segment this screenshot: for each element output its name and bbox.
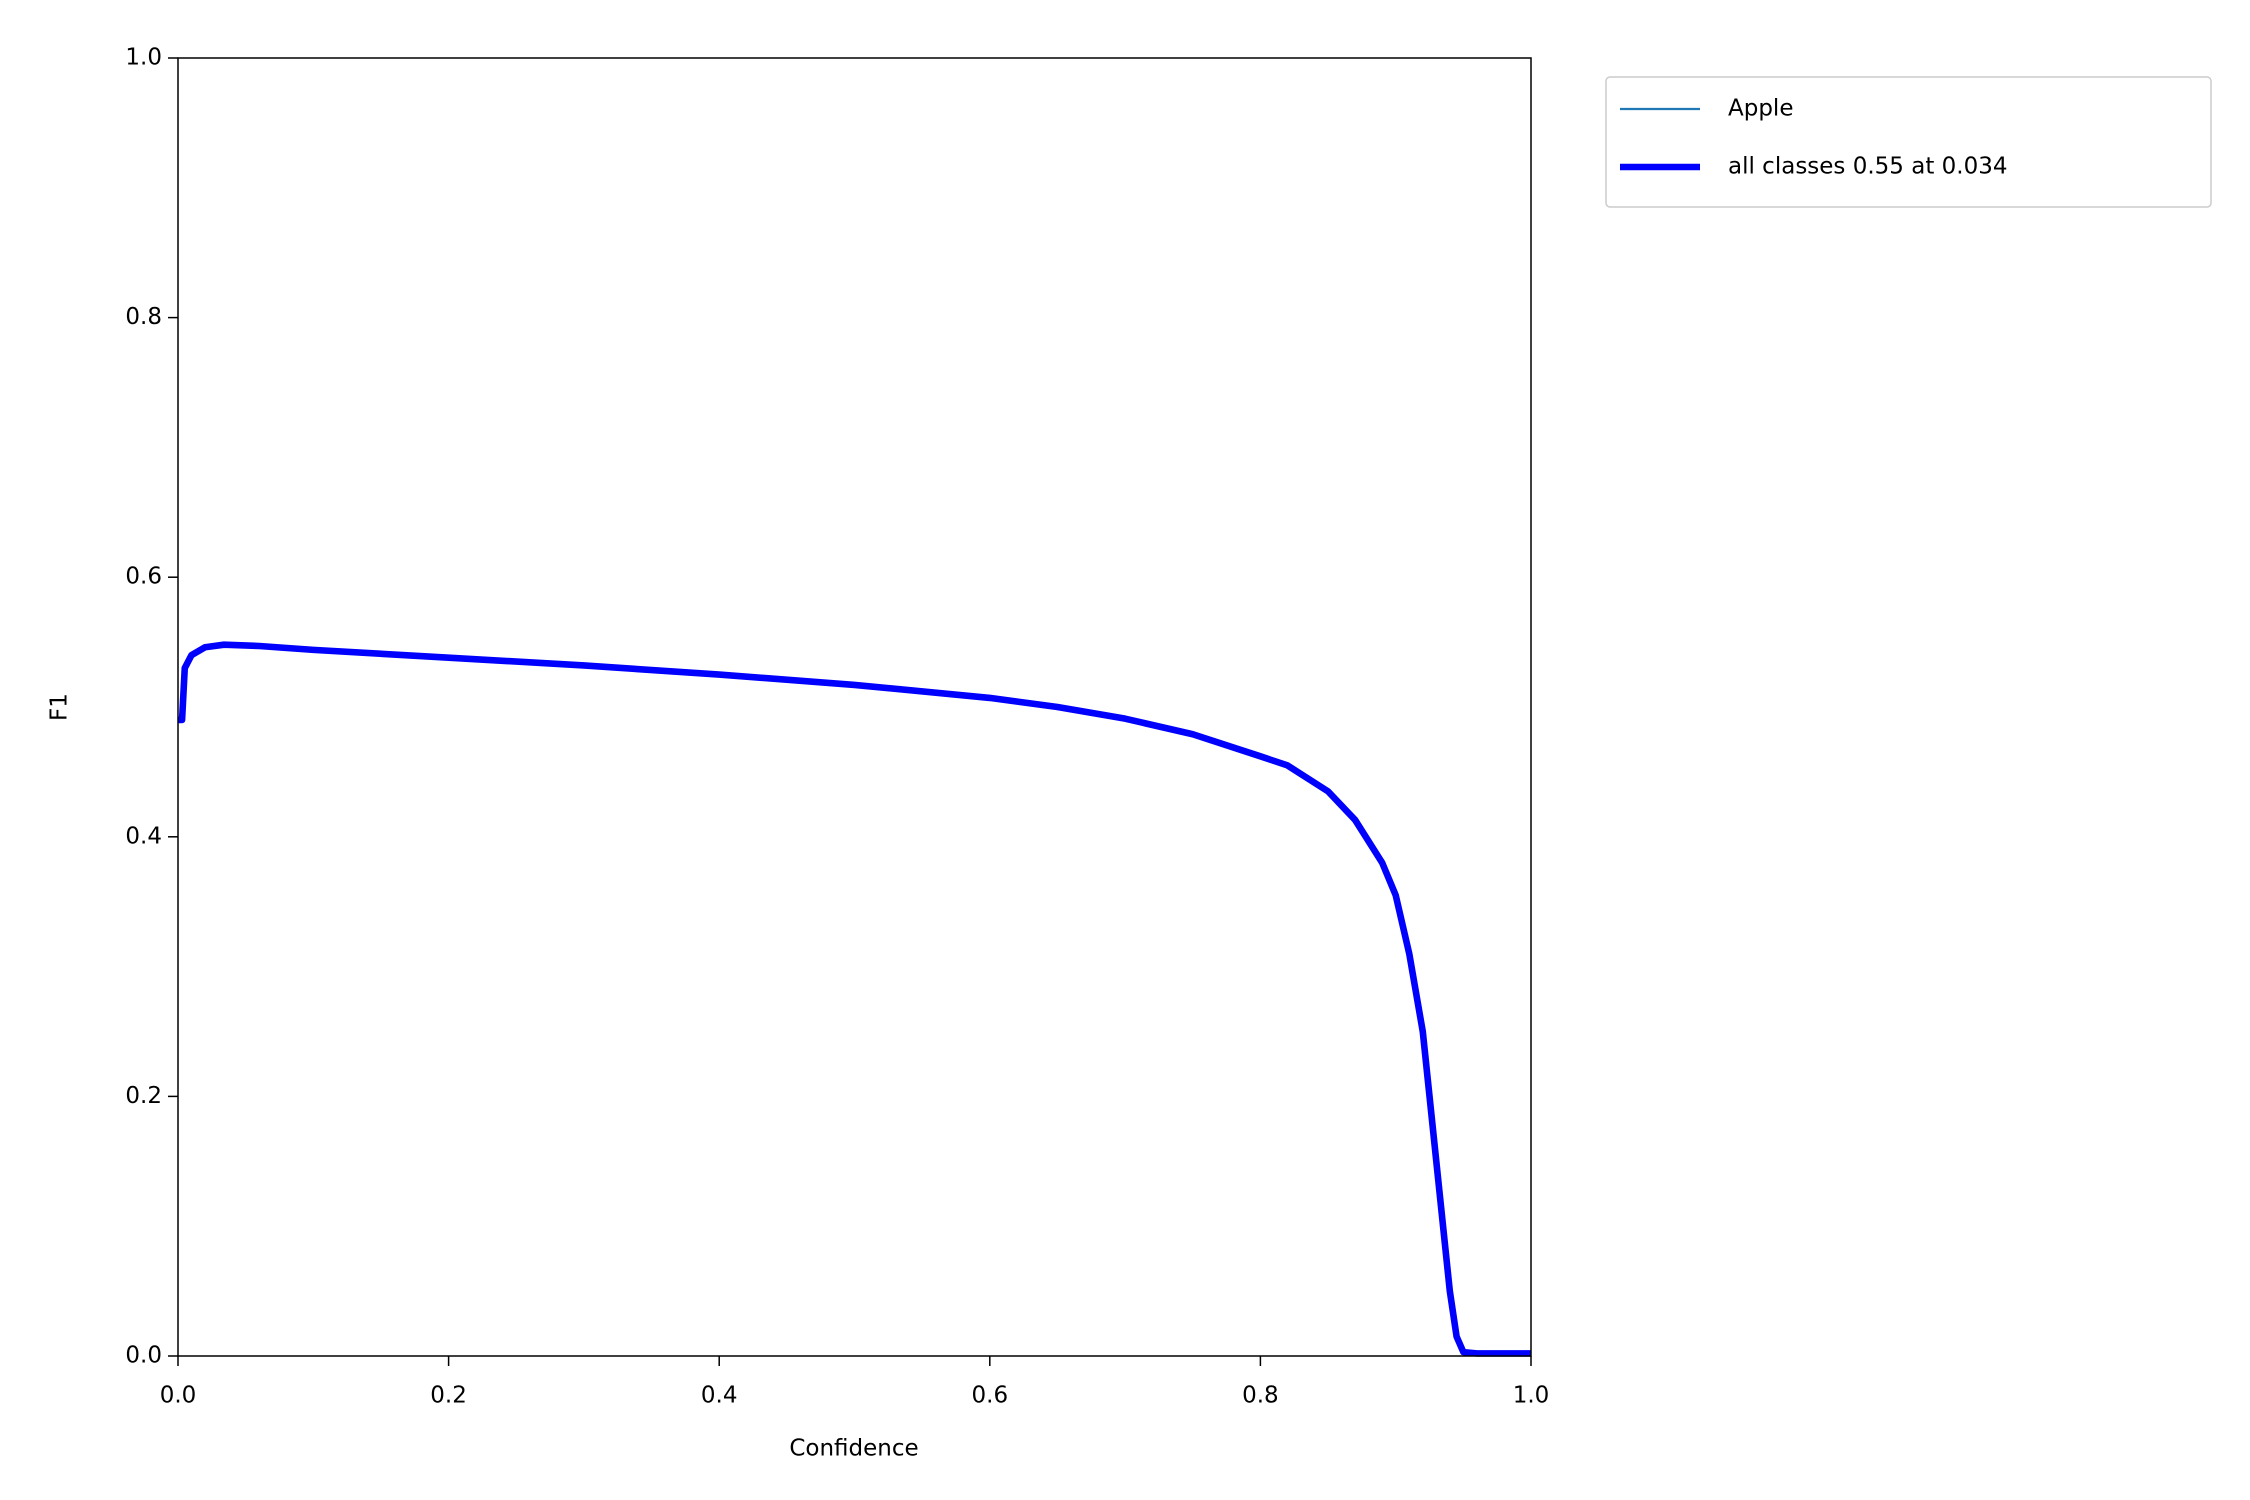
y-tick-label: 0.4 [125, 823, 162, 849]
x-tick-label: 0.8 [1242, 1383, 1279, 1409]
y-tick-label: 0.2 [125, 1083, 162, 1109]
plot-frame [177, 57, 1532, 1357]
y-tick-label: 1.0 [125, 45, 162, 71]
legend-box [1605, 76, 2212, 208]
x-tick-label: 1.0 [1513, 1383, 1550, 1409]
y-axis-label: F1 [47, 693, 73, 721]
legend-label: all classes 0.55 at 0.034 [1728, 154, 2008, 180]
x-axis-label: Confidence [789, 1436, 918, 1462]
x-tick-label: 0.2 [430, 1383, 467, 1409]
legend-label: Apple [1728, 96, 1793, 122]
y-tick-label: 0.0 [125, 1343, 162, 1369]
x-tick-label: 0.0 [160, 1383, 197, 1409]
x-tick-label: 0.4 [701, 1383, 738, 1409]
line-series [178, 641, 1531, 1357]
y-tick-label: 0.8 [125, 304, 162, 330]
x-tick-label: 0.6 [972, 1383, 1009, 1409]
y-tick-label: 0.6 [125, 564, 162, 590]
